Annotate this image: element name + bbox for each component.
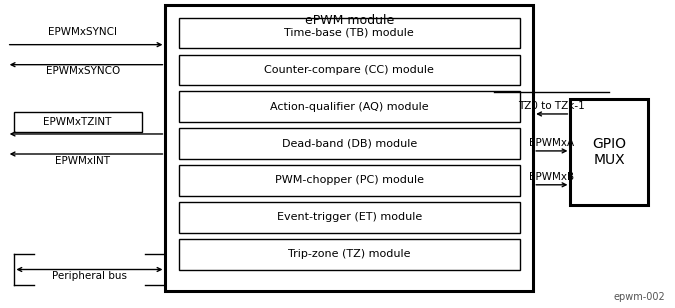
Text: EPWMxSYNCI: EPWMxSYNCI bbox=[48, 27, 117, 37]
Text: Counter-compare (CC) module: Counter-compare (CC) module bbox=[265, 65, 434, 75]
Text: epwm-002: epwm-002 bbox=[613, 292, 665, 302]
Text: TZ0 to TZk-1: TZ0 to TZk-1 bbox=[518, 102, 585, 111]
Text: PWM-chopper (PC) module: PWM-chopper (PC) module bbox=[275, 176, 424, 185]
Text: Time-base (TB) module: Time-base (TB) module bbox=[284, 28, 414, 38]
Text: EPWMxA: EPWMxA bbox=[529, 139, 574, 148]
Bar bbox=[179, 239, 520, 270]
Bar bbox=[179, 18, 520, 48]
Bar bbox=[179, 165, 520, 196]
Text: ePWM module: ePWM module bbox=[304, 14, 394, 27]
Text: Event-trigger (ET) module: Event-trigger (ET) module bbox=[277, 213, 422, 222]
Bar bbox=[179, 91, 520, 122]
Text: EPWMxTZINT: EPWMxTZINT bbox=[43, 117, 112, 128]
Text: GPIO
MUX: GPIO MUX bbox=[592, 136, 626, 167]
Bar bbox=[570, 99, 648, 205]
Text: Dead-band (DB) module: Dead-band (DB) module bbox=[281, 139, 417, 148]
Bar bbox=[179, 202, 520, 233]
Text: EPWMxINT: EPWMxINT bbox=[55, 156, 110, 165]
Text: Peripheral bus: Peripheral bus bbox=[52, 271, 127, 281]
Bar bbox=[179, 55, 520, 85]
Text: EPWMxB: EPWMxB bbox=[529, 172, 574, 182]
Bar bbox=[14, 112, 142, 132]
Text: Trip-zone (TZ) module: Trip-zone (TZ) module bbox=[288, 249, 410, 259]
Bar bbox=[179, 128, 520, 159]
Text: EPWMxSYNCO: EPWMxSYNCO bbox=[45, 66, 120, 76]
Text: Action-qualifier (AQ) module: Action-qualifier (AQ) module bbox=[270, 102, 429, 111]
Bar bbox=[165, 5, 533, 291]
